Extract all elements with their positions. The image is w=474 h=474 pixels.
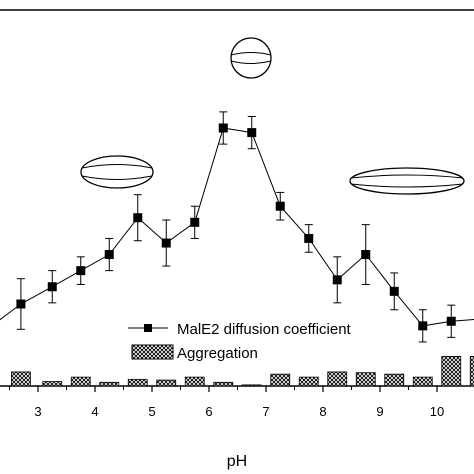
x-tick-label: 9 [376,404,383,419]
shape-ellipsoid-left [80,155,154,189]
x-tick-label: 7 [262,404,269,419]
data-point [247,128,257,138]
x-axis-ticks: 3 4 5 6 7 8 9 10 [9,386,444,419]
aggregation-bar [270,373,291,387]
x-tick-label: 3 [34,404,41,419]
data-point [418,321,428,331]
aggregation-bars [10,355,474,387]
legend-square-marker [144,324,152,332]
x-tick-label: 8 [319,404,326,419]
x-axis-label: pH [227,453,247,470]
data-point [389,286,399,296]
data-point [161,238,171,248]
data-point [361,250,371,260]
data-point [218,123,228,133]
data-point [332,275,342,285]
data-point [104,250,114,260]
shape-sphere [230,37,272,79]
aggregation-bar [241,384,262,387]
data-point [47,282,57,292]
aggregation-bar [412,376,433,387]
aggregation-bar [156,379,177,387]
aggregation-bar [10,371,31,387]
x-tick-label: 10 [430,404,444,419]
data-point [304,233,314,243]
diffusion-line [0,127,474,327]
data-point [76,266,86,276]
aggregation-bar [327,371,348,387]
aggregation-bar [184,376,205,387]
aggregation-bar [355,372,376,387]
legend-label-aggregation: Aggregation [177,345,258,362]
data-point [275,201,285,211]
aggregation-bar [384,373,405,387]
legend-hatch-swatch [131,344,174,360]
data-point [16,299,26,309]
aggregation-bar [127,378,148,387]
legend-label-diffusion: MalE2 diffusion coefficient [177,321,352,338]
data-point [446,316,456,326]
data-point [133,213,143,223]
data-point [190,217,200,227]
aggregation-bar [469,355,474,387]
aggregation-bar [99,381,120,387]
legend: MalE2 diffusion coefficient Aggregation [128,321,352,362]
x-tick-label: 5 [148,404,155,419]
shape-ellipsoid-right [349,167,465,195]
aggregation-bar [70,376,91,387]
x-tick-label: 6 [205,404,212,419]
aggregation-bar [298,376,319,387]
aggregation-bar [42,381,63,387]
aggregation-bar [213,381,234,387]
x-tick-label: 4 [91,404,98,419]
diffusion-series [0,111,474,343]
aggregation-bar [441,355,462,387]
